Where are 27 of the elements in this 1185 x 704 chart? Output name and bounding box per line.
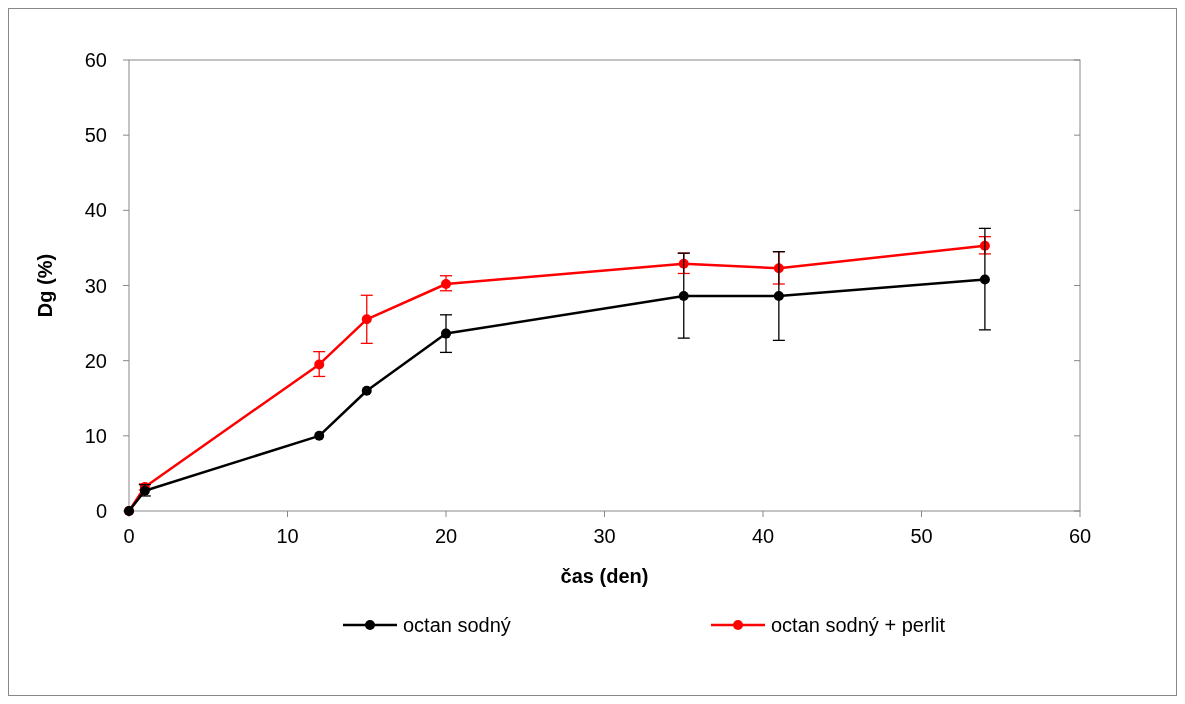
point xyxy=(441,328,451,339)
y-tick-label: 40 xyxy=(84,199,107,222)
y-tick-label: 30 xyxy=(84,274,107,297)
point xyxy=(314,430,325,441)
point xyxy=(773,291,784,302)
legend-label: octan sodný + perlit xyxy=(771,614,946,636)
legend-label: octan sodný xyxy=(403,614,511,636)
point xyxy=(314,359,325,370)
y-tick-label: 10 xyxy=(84,424,107,447)
point xyxy=(361,385,372,396)
y-axis-title: Dg (%) xyxy=(34,253,56,318)
x-tick-label: 60 xyxy=(1068,525,1092,547)
x-tick-label: 40 xyxy=(751,525,775,547)
y-tick-label: 0 xyxy=(95,500,107,522)
x-tick-label: 30 xyxy=(593,525,616,547)
x-tick-label: 20 xyxy=(434,525,458,547)
y-tick-label: 50 xyxy=(84,124,107,147)
point xyxy=(361,314,372,325)
point xyxy=(441,279,451,289)
x-tick-label: 10 xyxy=(276,525,299,547)
y-tick-label: 20 xyxy=(84,349,107,372)
x-tick-label: 0 xyxy=(123,525,135,547)
point xyxy=(678,291,689,302)
x-tick-label: 50 xyxy=(910,525,933,547)
x-axis-title: čas (den) xyxy=(560,565,649,587)
point xyxy=(979,274,990,285)
y-tick-label: 60 xyxy=(84,49,107,71)
